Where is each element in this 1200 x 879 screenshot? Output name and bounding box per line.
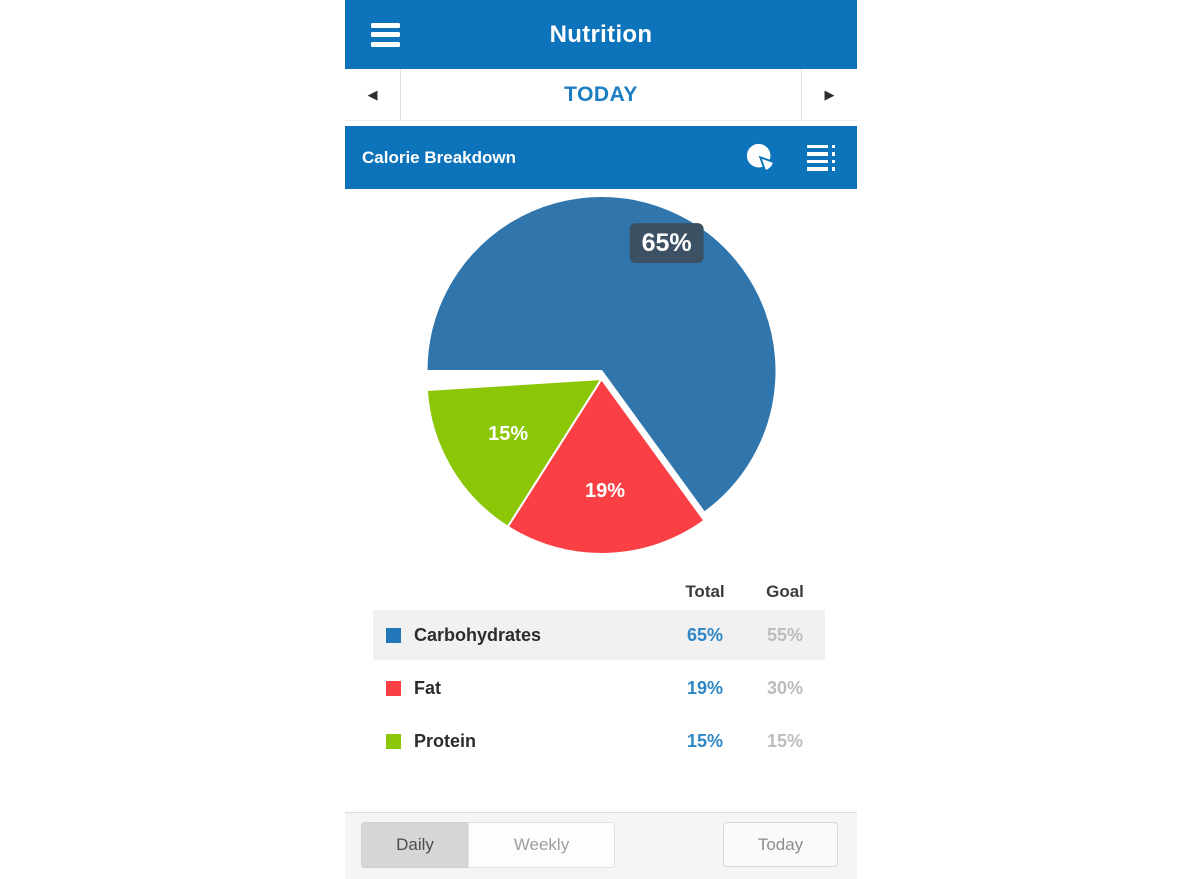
next-day-button[interactable]: ▶ <box>802 69 857 120</box>
app-title: Nutrition <box>549 20 653 48</box>
row-total-value: 65% <box>686 624 724 645</box>
row-total-value: 15% <box>686 730 724 751</box>
row-total-value: 19% <box>686 677 724 698</box>
row-label: Protein <box>414 730 477 751</box>
legend-table: Total Goal Carbohydrates 65% 55% Fat 19%… <box>373 578 825 769</box>
row-label: Carbohydrates <box>414 624 542 645</box>
section-title: Calorie Breakdown <box>362 147 516 167</box>
daily-weekly-segmented-control: Daily Weekly <box>361 822 615 868</box>
slice-label-carbohydrates: 65% <box>642 229 692 257</box>
table-row-protein[interactable]: Protein 15% 15% <box>373 716 825 766</box>
carbohydrates-swatch <box>386 627 401 643</box>
row-goal-value: 30% <box>766 677 804 698</box>
slice-label-badge <box>629 223 704 264</box>
slice-label-fat: 19% <box>585 480 625 502</box>
column-header-total: Total <box>685 582 725 601</box>
hamburger-icon <box>371 18 400 51</box>
current-date-label[interactable]: TODAY <box>400 69 802 120</box>
divider-gap <box>345 121 857 126</box>
pie-slice-carbohydrates[interactable] <box>425 195 778 514</box>
today-button[interactable]: Today <box>723 822 838 867</box>
column-header-goal: Goal <box>766 582 804 601</box>
list-icon <box>807 141 835 175</box>
pie-chart-view-button[interactable] <box>746 143 775 172</box>
pie-chart: 65% 19% 15% <box>425 195 778 555</box>
slice-label-protein: 15% <box>488 423 528 445</box>
row-label: Fat <box>414 677 441 698</box>
bottom-toolbar: Daily Weekly Today <box>345 812 857 879</box>
pie-chart-icon <box>746 143 773 170</box>
protein-swatch <box>386 733 401 749</box>
pie-slice-fat[interactable] <box>506 378 706 555</box>
segment-weekly[interactable]: Weekly <box>468 822 615 868</box>
menu-button[interactable] <box>371 0 400 69</box>
left-arrow-icon: ◀ <box>367 86 378 102</box>
chart-area: 65% 19% 15% <box>345 189 857 567</box>
legend-table-header: Total Goal <box>373 578 825 606</box>
list-view-button[interactable] <box>807 141 835 175</box>
row-goal-value: 15% <box>766 730 804 751</box>
section-header: Calorie Breakdown <box>345 126 857 189</box>
nutrition-app-window: Nutrition ◀ TODAY ▶ Calorie Breakdown <box>345 0 857 879</box>
segment-daily[interactable]: Daily <box>361 822 468 868</box>
prev-day-button[interactable]: ◀ <box>345 69 400 120</box>
fat-swatch <box>386 680 401 696</box>
table-row-carbohydrates[interactable]: Carbohydrates 65% 55% <box>373 610 825 660</box>
right-arrow-icon: ▶ <box>824 86 835 102</box>
app-header: Nutrition <box>345 0 857 69</box>
table-row-fat[interactable]: Fat 19% 30% <box>373 663 825 713</box>
row-goal-value: 55% <box>766 624 804 645</box>
date-navigation-bar: ◀ TODAY ▶ <box>345 69 857 121</box>
pie-slice-protein[interactable] <box>425 378 603 528</box>
